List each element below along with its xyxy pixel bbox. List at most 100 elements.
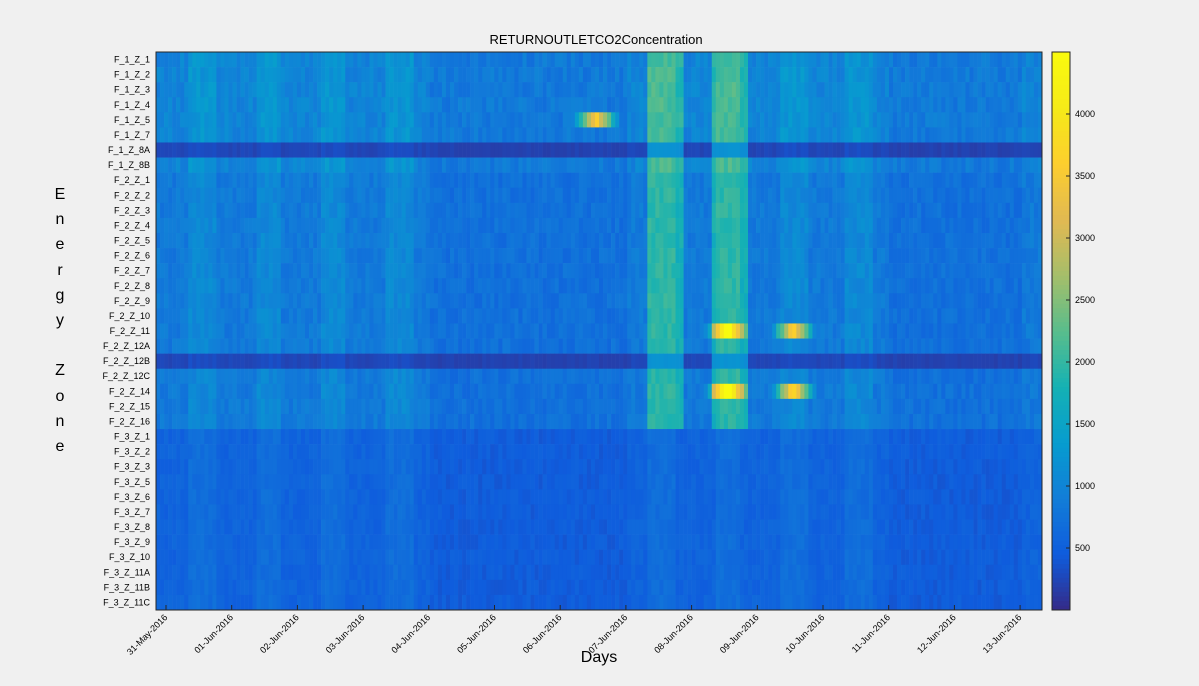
heatmap-cell — [586, 52, 592, 68]
heatmap-cell — [965, 353, 970, 369]
heatmap-cell — [880, 353, 886, 369]
heatmap-cell — [788, 248, 793, 264]
heatmap-cell — [691, 248, 696, 264]
heatmap-cell — [373, 323, 378, 339]
heatmap-cell — [675, 248, 680, 264]
heatmap-cell — [683, 112, 688, 128]
heatmap-cell — [244, 338, 249, 354]
heatmap-cell — [872, 112, 878, 128]
heatmap-cell — [220, 308, 225, 324]
heatmap-cell — [510, 172, 515, 189]
heatmap-cell — [663, 383, 668, 400]
heatmap-cell — [760, 187, 765, 204]
heatmap-cell — [671, 97, 676, 113]
heatmap-cell — [603, 187, 608, 204]
heatmap-cell — [655, 172, 660, 189]
heatmap-cell — [506, 248, 511, 264]
heatmap-cell — [228, 202, 233, 219]
heatmap-cell — [345, 263, 350, 279]
heatmap-cell — [619, 278, 624, 294]
heatmap-cell — [429, 187, 435, 204]
heatmap-cell — [441, 67, 447, 83]
heatmap-cell — [796, 308, 801, 324]
heatmap-cell — [582, 308, 588, 324]
heatmap-cell — [772, 112, 777, 128]
heatmap-cell — [768, 248, 773, 264]
heatmap-cell — [333, 82, 338, 98]
heatmap-cell — [703, 112, 709, 128]
heatmap-cell — [695, 323, 700, 339]
heatmap-cell — [993, 82, 998, 98]
heatmap-cell — [1037, 67, 1043, 83]
heatmap-cell — [550, 323, 555, 339]
heatmap-cell — [405, 293, 411, 309]
heatmap-cell — [566, 263, 572, 279]
heatmap-cell — [913, 142, 918, 158]
heatmap-cell — [780, 263, 785, 279]
heatmap-cell — [200, 67, 205, 83]
heatmap-cell — [997, 97, 1003, 113]
heatmap-cell — [993, 202, 998, 219]
heatmap-cell — [510, 338, 515, 354]
heatmap-cell — [1001, 127, 1007, 143]
heatmap-cell — [824, 142, 829, 158]
heatmap-cell — [961, 157, 966, 173]
heatmap-cell — [945, 248, 950, 264]
heatmap-cell — [268, 97, 274, 113]
heatmap-cell — [405, 368, 411, 385]
heatmap-cell — [977, 278, 982, 294]
heatmap-cell — [675, 263, 680, 279]
heatmap-cell — [164, 67, 169, 83]
heatmap-cell — [232, 293, 237, 309]
heatmap-cell — [663, 97, 668, 113]
heatmap-cell — [353, 248, 358, 264]
heatmap-cell — [977, 323, 982, 339]
heatmap-cell — [264, 52, 270, 68]
heatmap-cell — [458, 157, 463, 173]
heatmap-cell — [160, 157, 165, 173]
heatmap-cell — [268, 293, 274, 309]
heatmap-cell — [264, 187, 270, 204]
heatmap-cell — [236, 323, 241, 339]
heatmap-cell — [373, 293, 378, 309]
heatmap-cell — [619, 172, 624, 189]
heatmap-cell — [796, 278, 801, 294]
heatmap-cell — [228, 97, 233, 113]
heatmap-cell — [353, 67, 358, 83]
heatmap-cell — [208, 338, 213, 354]
heatmap-cell — [997, 353, 1003, 369]
heatmap-cell — [224, 278, 229, 294]
heatmap-cell — [272, 112, 278, 128]
heatmap-cell — [969, 202, 974, 219]
heatmap-cell — [413, 112, 419, 128]
heatmap-cell — [445, 52, 451, 68]
heatmap-cell — [321, 248, 326, 264]
heatmap-cell — [643, 248, 648, 264]
heatmap-cell — [260, 232, 266, 249]
heatmap-cell — [538, 323, 543, 339]
heatmap-row — [156, 232, 1043, 249]
heatmap-cell — [671, 248, 676, 264]
heatmap-cell — [735, 97, 741, 113]
heatmap-cell — [832, 248, 837, 264]
heatmap-cell — [482, 248, 487, 264]
heatmap-cell — [993, 232, 998, 249]
heatmap-cell — [454, 232, 459, 249]
heatmap-cell — [880, 187, 886, 204]
heatmap-cell — [168, 217, 173, 234]
heatmap-cell — [369, 338, 374, 354]
heatmap-cell — [381, 323, 386, 339]
heatmap-cell — [337, 248, 342, 264]
heatmap-cell — [945, 368, 950, 385]
heatmap-cell — [164, 323, 169, 339]
heatmap-cell — [506, 338, 511, 354]
heatmap-cell — [490, 293, 495, 309]
heatmap-cell — [695, 263, 700, 279]
heatmap-cell — [204, 82, 209, 98]
heatmap-cell — [409, 278, 415, 294]
heatmap-cell — [482, 323, 487, 339]
heatmap-cell — [345, 157, 350, 173]
heatmap-cell — [329, 52, 334, 68]
heatmap-cell — [252, 323, 257, 339]
heatmap-cell — [188, 112, 193, 128]
